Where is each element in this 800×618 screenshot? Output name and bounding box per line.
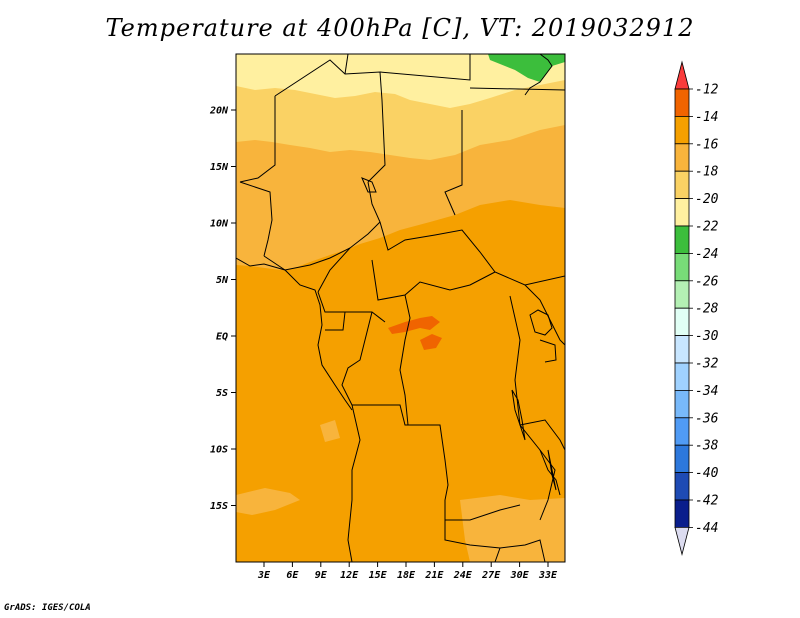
colorbar-segment (674, 444, 690, 474)
lat-tick-label: 5N (216, 275, 229, 286)
lat-tick-label: 15S (210, 501, 228, 512)
coastline-east (524, 54, 553, 96)
coastline-west (236, 257, 353, 411)
colorbar-segment (674, 417, 690, 446)
field-patch-12b (420, 334, 442, 350)
field-band-22 (488, 54, 565, 82)
lake-tanganyika-outline (511, 389, 526, 441)
lon-tick-label: 9E (315, 570, 328, 581)
colorbar-segment (674, 499, 690, 528)
colorbar-label: -44 (695, 521, 718, 536)
field-patch-16-south (236, 488, 300, 515)
colorbar-segment (674, 143, 690, 172)
temperature-field (236, 54, 565, 562)
lon-tick-label: 3E (257, 570, 271, 581)
colorbar-segment (674, 307, 690, 337)
colorbar-segment (674, 335, 690, 364)
lon-tick-label: 6E (286, 570, 299, 581)
colorbar-bottom-arrow (674, 527, 690, 556)
plot-title: Temperature at 400hPa [C], VT: 201903291… (105, 14, 695, 42)
colorbar-segment (674, 280, 690, 309)
lat-tick-label: 10N (210, 219, 229, 230)
field-patch-16-southeast (460, 495, 565, 562)
lon-tick-label: 27E (481, 570, 501, 581)
colorbar-label: -26 (695, 274, 719, 289)
colorbar-segment (674, 170, 690, 199)
colorbar-segment (674, 472, 690, 501)
lake-victoria-outline (529, 309, 553, 336)
lat-tick-label: 20N (209, 106, 229, 117)
colorbar-label: -32 (695, 357, 719, 372)
lat-tick-label: 5S (216, 388, 228, 399)
lon-tick-label: 24E (453, 570, 473, 581)
lon-tick-label: 21E (424, 570, 444, 581)
longitude-axis: 3E 6E 9E 12E 15E 18E 21E 24E 27E 30E 33E (257, 562, 558, 581)
lon-tick-label: 30E (510, 570, 530, 581)
colorbar-top-arrow (674, 60, 690, 90)
colorbar-label: -30 (695, 329, 719, 344)
colorbar-label: -14 (695, 110, 718, 125)
grads-credit: GrADS: IGES/COLA (4, 603, 91, 613)
colorbar-label: -16 (695, 137, 719, 152)
colorbar-segment (674, 252, 690, 282)
lat-tick-label: 15N (210, 162, 229, 173)
colorbar-segment (674, 225, 690, 254)
colorbar-label: -24 (695, 247, 718, 262)
field-patch-12 (388, 316, 440, 334)
lon-tick-label: 18E (397, 570, 416, 581)
colorbar-label: -20 (695, 192, 719, 207)
lon-tick-label: 33E (538, 570, 558, 581)
lon-tick-label: 12E (340, 570, 359, 581)
colorbar-segment (674, 88, 690, 117)
colorbar-label: -42 (695, 494, 719, 509)
lat-tick-label: EQ (216, 332, 228, 343)
lake-chad-outline (361, 177, 377, 193)
colorbar-label: -28 (695, 302, 719, 317)
colorbar-label: -34 (695, 384, 718, 399)
lake-malawi-outline (547, 449, 557, 491)
colorbar-segment (674, 389, 690, 419)
colorbar-segment (674, 116, 690, 145)
lon-tick-label: 15E (369, 570, 388, 581)
colorbar-label: -18 (695, 165, 719, 180)
colorbar-segment (674, 198, 690, 227)
colorbar-label: -40 (695, 466, 719, 481)
colorbar-label: -38 (695, 439, 719, 454)
colorbar-label: -36 (695, 411, 719, 426)
colorbar: -12 -14 -16 -18 -20 -22 -24 -26 -28 -30 -32 -34 -36 -… (674, 60, 719, 556)
lake-outlines (361, 177, 557, 491)
colorbar-segment (674, 362, 690, 391)
map-frame (235, 53, 566, 563)
lat-tick-label: 10S (210, 445, 228, 456)
colorbar-label: -22 (695, 220, 719, 235)
field-patch-16-west (320, 420, 340, 442)
colorbar-label: -12 (695, 83, 719, 98)
latitude-axis: 20N 15N 10N 5N EQ 5S 10S 15S (209, 106, 236, 512)
